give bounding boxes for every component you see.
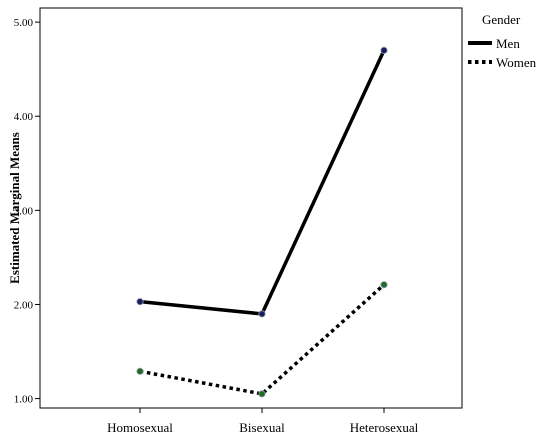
y-tick-label: 4.00 <box>14 111 34 123</box>
data-point-men <box>136 298 144 306</box>
y-tick-label: 5.00 <box>14 17 34 29</box>
data-point-men <box>380 46 388 54</box>
y-tick-label: 1.00 <box>14 394 34 406</box>
y-tick-label: 2.00 <box>14 299 34 311</box>
data-point-women <box>258 390 266 398</box>
series-line-women <box>139 283 386 396</box>
x-tick-label: Homosexual <box>107 420 173 435</box>
x-tick-label: Heterosexual <box>350 420 419 435</box>
legend-label-men: Men <box>496 36 520 51</box>
data-point-women <box>380 281 388 289</box>
data-point-women <box>136 367 144 375</box>
legend-title: Gender <box>482 12 521 27</box>
plot-frame <box>39 7 463 409</box>
y-tick-label: 3.00 <box>14 205 34 217</box>
series-line-men <box>139 49 386 316</box>
data-point-men <box>258 310 266 318</box>
y-axis-title: Estimated Marginal Means <box>7 132 22 284</box>
legend-label-women: Women <box>496 55 537 70</box>
x-tick-label: Bisexual <box>239 420 285 435</box>
